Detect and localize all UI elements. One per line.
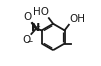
Text: −: − xyxy=(26,37,33,46)
Text: N: N xyxy=(31,23,40,33)
Text: HO: HO xyxy=(33,7,48,17)
Text: O: O xyxy=(23,12,31,22)
Text: +: + xyxy=(34,24,40,30)
Text: OH: OH xyxy=(69,14,85,24)
Text: O: O xyxy=(23,35,31,45)
